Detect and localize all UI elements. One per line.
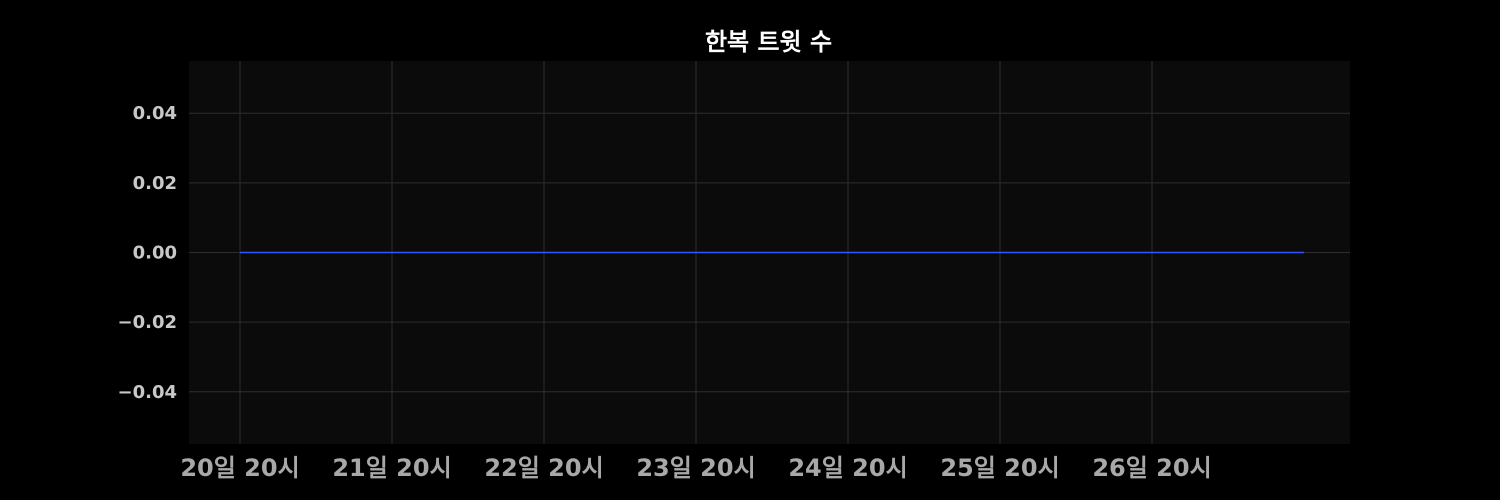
y-tick-label: 0.00	[133, 243, 177, 264]
x-tick-label: 22일 20시	[484, 454, 603, 482]
chart-title: 한복 트윗 수	[705, 28, 832, 56]
x-tick-label: 21일 20시	[332, 454, 451, 482]
y-tick-label: −0.04	[118, 382, 178, 403]
y-tick-label: −0.02	[118, 312, 178, 333]
x-axis: 20일 20시 21일 20시 22일 20시 23일 20시 24일 20시 25일 2…	[180, 454, 1211, 482]
x-tick-label: 20일 20시	[180, 454, 299, 482]
x-tick-label: 25일 20시	[940, 454, 1059, 482]
x-tick-label: 23일 20시	[636, 454, 755, 482]
y-axis: 0.04 0.02 0.00 −0.02 −0.04	[118, 103, 178, 403]
x-tick-label: 24일 20시	[788, 454, 907, 482]
x-tick-label: 26일 20시	[1092, 454, 1211, 482]
y-tick-label: 0.04	[133, 103, 177, 124]
y-tick-label: 0.02	[133, 173, 177, 194]
